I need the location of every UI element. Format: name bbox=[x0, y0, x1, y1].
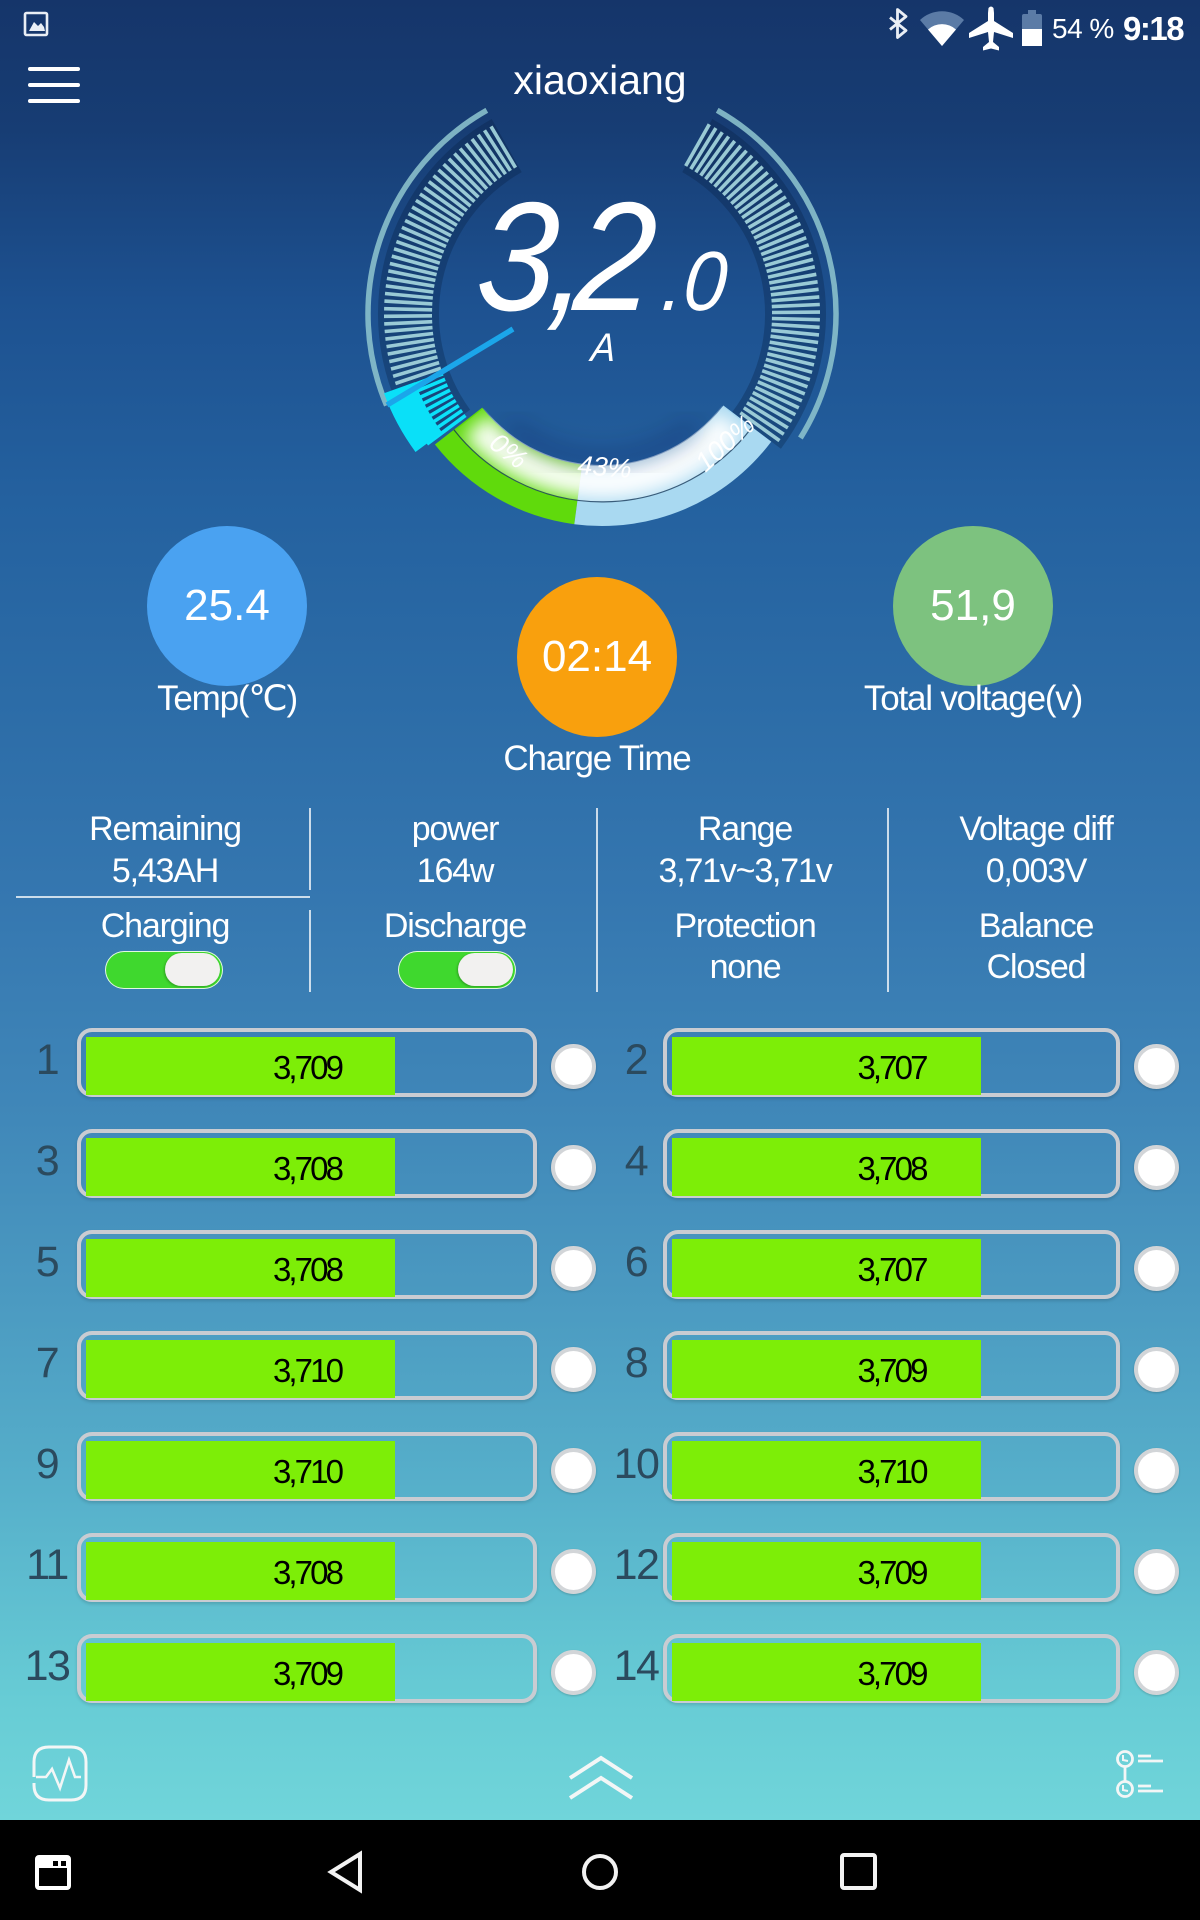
svg-text:3,2.0: 3,2.0 bbox=[471, 170, 736, 344]
svg-text:9:18: 9:18 bbox=[1123, 10, 1184, 47]
svg-text:43%: 43% bbox=[577, 450, 633, 484]
svg-text:A: A bbox=[587, 326, 617, 371]
svg-text:54 %: 54 % bbox=[1052, 13, 1114, 44]
